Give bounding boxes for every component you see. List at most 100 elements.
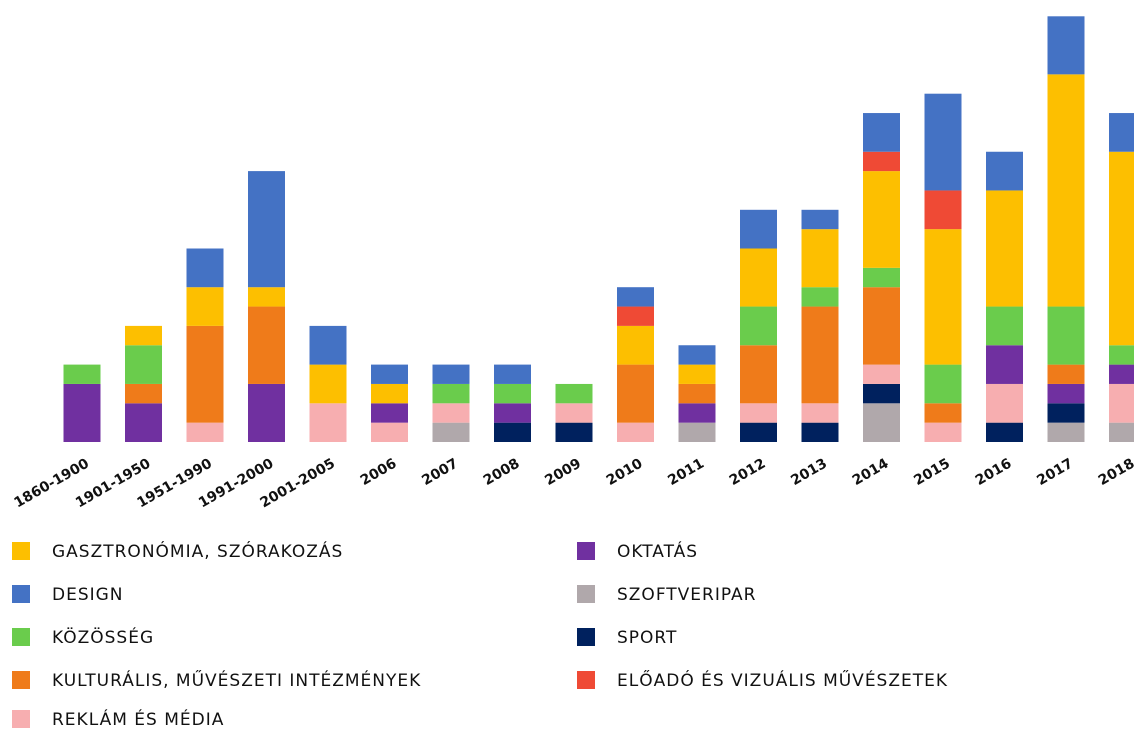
bar-segment xyxy=(248,383,285,442)
bar-segment xyxy=(986,345,1023,384)
legend-label: SZOFTVERIPAR xyxy=(617,585,756,605)
bar-segment xyxy=(248,306,285,384)
bar-segment xyxy=(617,325,654,365)
x-tick-label: 2013 xyxy=(788,456,830,489)
x-tick-label: 2007 xyxy=(419,456,461,489)
bar-segment xyxy=(801,287,839,307)
x-tick-label: 2017 xyxy=(1034,456,1076,489)
bar-segment xyxy=(555,403,593,423)
legend-swatch xyxy=(12,710,30,728)
bar-segment xyxy=(125,403,162,442)
legend-label: KULTURÁLIS, MŰVÉSZETI INTÉZMÉNYEK xyxy=(52,669,421,691)
bar-segment xyxy=(63,364,101,384)
legend-label: KÖZÖSSÉG xyxy=(52,626,154,648)
bar-segment xyxy=(924,93,962,191)
legend-label: OKTATÁS xyxy=(617,540,698,562)
x-tick-label: 2012 xyxy=(727,456,769,489)
legend-label: DESIGN xyxy=(52,585,124,605)
bar-segment xyxy=(186,248,224,288)
bar-segment xyxy=(1109,345,1134,365)
bar-segment xyxy=(125,383,162,404)
bar-segment xyxy=(309,325,347,365)
bar-segment xyxy=(617,306,654,326)
bar-segment xyxy=(617,287,654,307)
legend-swatch xyxy=(12,628,30,646)
legend-swatch xyxy=(577,628,595,646)
bar-segment xyxy=(986,383,1023,423)
bar-segment xyxy=(986,422,1023,442)
bar-segment xyxy=(740,345,777,404)
bar-segment xyxy=(309,403,347,442)
bar-segment xyxy=(248,171,285,288)
legend-swatch xyxy=(577,671,595,689)
bar-segment xyxy=(863,267,900,288)
bar-segment xyxy=(432,422,470,442)
bar-segment xyxy=(924,190,962,230)
bar-segment xyxy=(555,383,593,404)
bar-segment xyxy=(740,422,777,442)
x-tick-label: 2011 xyxy=(665,456,707,489)
bar-segment xyxy=(617,364,654,423)
bar-segment xyxy=(1047,74,1085,307)
bar-segment xyxy=(801,306,839,404)
bar-segment xyxy=(678,345,716,365)
bar-segment xyxy=(248,287,285,307)
bar-segment xyxy=(801,403,839,423)
bar-segment xyxy=(1109,113,1134,152)
bar-segment xyxy=(1047,16,1085,75)
bar-segment xyxy=(186,325,224,423)
bar-segment xyxy=(371,422,408,442)
bar-segment xyxy=(740,403,777,423)
bar-segment xyxy=(1109,364,1134,384)
bar-segment xyxy=(740,209,777,249)
bar-segment xyxy=(740,306,777,346)
bar-segment xyxy=(863,171,900,268)
bar-segment xyxy=(494,364,531,384)
bar-segment xyxy=(186,422,224,442)
bar-segment xyxy=(863,287,900,365)
bar-segment xyxy=(986,151,1023,191)
bar-segment xyxy=(863,151,900,172)
bar-segment xyxy=(494,383,531,404)
legend-label: SPORT xyxy=(617,628,677,648)
bar-segment xyxy=(186,287,224,326)
bar-segment xyxy=(371,403,408,423)
x-tick-label: 2018 xyxy=(1096,456,1134,489)
bar-segment xyxy=(678,403,716,423)
bar-segment xyxy=(801,422,839,442)
legend-swatch xyxy=(12,542,30,560)
bar-segment xyxy=(986,306,1023,346)
legend-swatch xyxy=(577,585,595,603)
bar-segment xyxy=(1047,364,1085,384)
legend-label: ELŐADÓ ÉS VIZUÁLIS MŰVÉSZETEK xyxy=(617,669,948,691)
bar-segment xyxy=(309,364,347,404)
x-tick-label: 2006 xyxy=(358,456,400,489)
bar-segment xyxy=(1047,306,1085,365)
bar-segment xyxy=(1109,383,1134,423)
bar-segment xyxy=(432,364,470,384)
bar-segment xyxy=(1047,403,1085,423)
bar-segment xyxy=(1109,422,1134,442)
bar-segment xyxy=(863,403,900,442)
bar-segment xyxy=(125,345,162,384)
bar-segment xyxy=(1047,422,1085,442)
legend-swatch xyxy=(12,585,30,603)
x-tick-label: 2014 xyxy=(850,455,892,488)
bar-segment xyxy=(555,422,593,442)
bar-segment xyxy=(494,422,531,442)
bar-segment xyxy=(494,403,531,423)
bar-segment xyxy=(432,383,470,404)
x-tick-label: 2015 xyxy=(911,456,953,489)
bar-segment xyxy=(63,383,101,442)
bar-segment xyxy=(986,190,1023,307)
x-tick-label: 2009 xyxy=(542,456,584,489)
bar-segment xyxy=(617,422,654,442)
x-tick-label: 2010 xyxy=(604,455,646,488)
bar-segment xyxy=(371,364,408,384)
legend-swatch xyxy=(577,542,595,560)
legend-label: REKLÁM ÉS MÉDIA xyxy=(52,708,224,729)
bar-segment xyxy=(863,364,900,384)
bar-segment xyxy=(678,422,716,442)
bar-segment xyxy=(1047,383,1085,404)
